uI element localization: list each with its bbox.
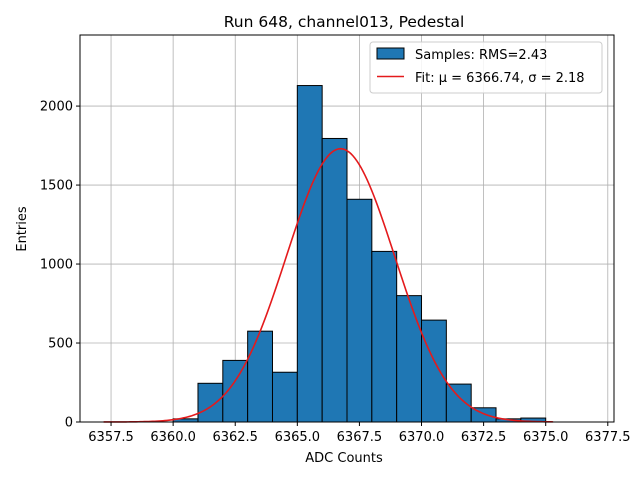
x-tick-label: 6357.5	[88, 430, 134, 445]
y-tick-label: 1000	[40, 258, 73, 273]
y-tick-label: 0	[65, 416, 73, 431]
histogram-bar	[371, 250, 398, 423]
y-axis-label: Entries	[15, 206, 30, 252]
histogram-bars	[172, 85, 547, 423]
y-axis-ticks: 0 500 1000 1500 2000	[40, 100, 80, 431]
chart-title: Run 648, channel013, Pedestal	[224, 13, 465, 31]
x-tick-label: 6365.0	[275, 430, 321, 445]
x-tick-label: 6370.0	[399, 430, 445, 445]
x-tick-label: 6367.5	[337, 430, 383, 445]
gaussian-fit-curve	[103, 147, 554, 423]
histogram-bar	[421, 319, 447, 423]
plot-frame	[79, 34, 615, 423]
histogram-bar	[247, 330, 273, 423]
legend-frame	[369, 41, 603, 94]
histogram-bar	[346, 198, 373, 423]
histogram-bar	[321, 137, 348, 423]
legend-samples-swatch	[376, 47, 405, 60]
histogram-bar	[396, 295, 423, 423]
legend-samples-label: Samples: RMS=2.43	[415, 48, 547, 63]
x-axis-label: ADC Counts	[305, 451, 383, 466]
histogram-bar	[445, 383, 472, 423]
x-tick-label: 6375.0	[523, 430, 569, 445]
y-tick-label: 1500	[40, 179, 73, 194]
legend-fit-label: Fit: μ = 6366.74, σ = 2.18	[415, 71, 585, 86]
histogram-bar	[271, 371, 298, 423]
x-tick-label: 6362.5	[212, 430, 258, 445]
y-tick-label: 2000	[40, 100, 73, 115]
histogram-bar	[296, 85, 323, 423]
histogram-bar	[197, 382, 224, 423]
x-tick-label: 6372.5	[461, 430, 507, 445]
legend: Samples: RMS=2.43 Fit: μ = 6366.74, σ = …	[369, 41, 603, 94]
x-axis-ticks: 6357.5 6360.0 6362.5 6365.0 6367.5 6370.0 6372…	[88, 422, 631, 445]
x-tick-label: 6360.0	[150, 430, 196, 445]
y-tick-label: 500	[48, 337, 73, 352]
x-tick-label: 6377.5	[585, 430, 631, 445]
